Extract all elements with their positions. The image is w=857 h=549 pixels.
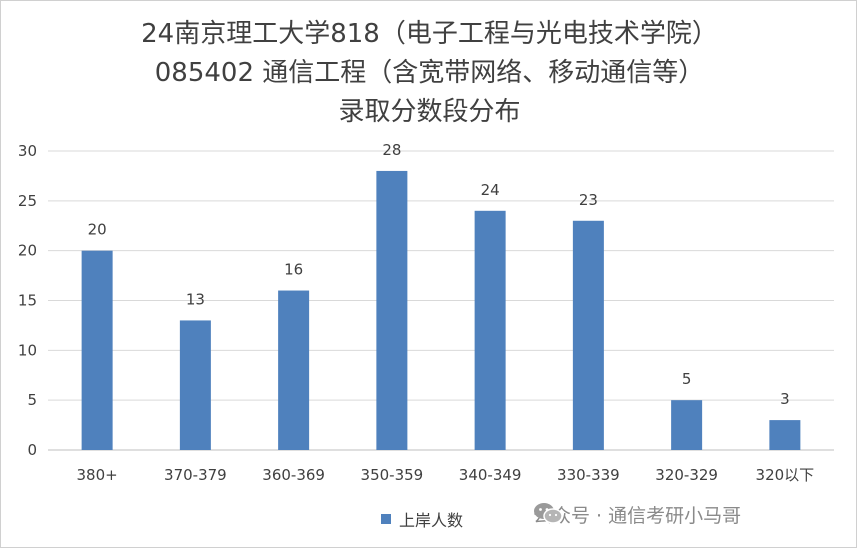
chart-title-line-3: 录取分数段分布 (338, 97, 521, 127)
y-tick-label: 20 (18, 242, 37, 260)
y-tick-label: 5 (27, 391, 37, 409)
watermark-text: 公众号 · 通信考研小马哥 (533, 505, 742, 527)
x-tick-label: 380+ (77, 466, 118, 484)
legend-swatch (381, 514, 391, 524)
y-tick-label: 30 (18, 142, 37, 160)
legend-label: 上岸人数 (399, 511, 464, 530)
bar (671, 400, 703, 450)
x-tick-label: 330-339 (557, 466, 620, 484)
y-tick-label: 10 (18, 341, 37, 359)
bar-value-label: 28 (382, 141, 401, 159)
chart-title-line-1: 24南京理工大学818（电子工程与光电技术学院） (141, 19, 718, 49)
x-tick-label: 340-349 (459, 466, 522, 484)
chart-title-line-2: 085402 通信工程（含宽带网络、移动通信等） (154, 58, 705, 88)
bar (278, 290, 310, 450)
bar-value-label: 24 (481, 181, 500, 199)
bar (81, 250, 113, 450)
x-tick-label: 350-359 (361, 466, 424, 484)
bar (376, 170, 408, 450)
bar-value-label: 20 (88, 221, 107, 239)
x-tick-label: 360-369 (262, 466, 325, 484)
bar (474, 210, 506, 450)
watermark: 公众号 · 通信考研小马哥 (533, 501, 741, 528)
x-tick-label: 320以下 (756, 466, 815, 484)
bar-value-label: 23 (579, 191, 598, 209)
bar-value-label: 5 (682, 370, 692, 388)
bar (179, 320, 211, 450)
y-tick-label: 15 (18, 292, 37, 310)
x-tick-label: 370-379 (164, 466, 227, 484)
bar (769, 420, 801, 450)
y-tick-label: 0 (27, 441, 37, 459)
bar-value-label: 16 (284, 261, 303, 279)
wechat-icon (534, 503, 563, 524)
legend: 上岸人数 (381, 507, 463, 531)
y-tick-label: 25 (18, 192, 37, 210)
bar (572, 220, 604, 450)
bar-value-label: 3 (780, 390, 790, 408)
x-tick-label: 320-329 (655, 466, 718, 484)
bar-value-label: 13 (186, 290, 205, 308)
